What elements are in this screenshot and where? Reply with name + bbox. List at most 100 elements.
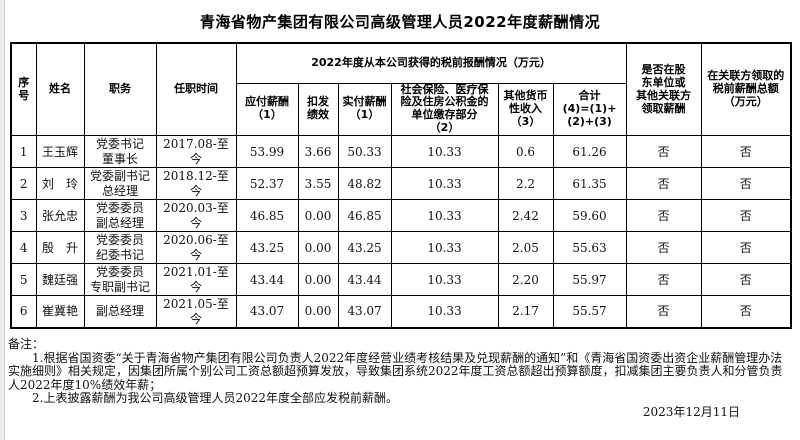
table-row: 6 崔冀艳 副总经理 2021.05-至今 43.07 0.00 43.07 1… [10,295,792,329]
cell-payable: 43.25 [235,231,299,265]
cell-tenure: 2020.03-至今 [155,199,237,233]
cell-shareholder: 否 [625,199,702,233]
cell-paid: 46.85 [337,199,392,233]
cell-paid: 48.82 [337,167,392,201]
header-total: 合计 (4)=(1)+ (2)+(3) [552,82,627,137]
cell-shareholder: 否 [625,295,702,329]
cell-total: 55.57 [552,295,627,329]
note-item-1: 1.根据省国资委“关于青海省物产集团有限公司负责人2022年度经营业绩考核结果及… [8,350,783,392]
cell-related-party: 否 [700,231,792,265]
cell-shareholder: 否 [625,135,702,169]
header-shareholder: 是否在股 东单位或 其他关联方 领取薪酬 [625,42,702,137]
cell-insurance: 10.33 [390,135,499,169]
cell-paid: 43.07 [337,295,392,329]
notes-label: 备注： [8,337,45,351]
cell-index: 1 [10,135,37,169]
cell-other-income: 2.17 [497,295,554,329]
cell-payable: 46.85 [235,199,299,233]
cell-position: 副总经理 [83,295,157,329]
header-related-party: 在关联方领取的 税前薪酬总额 （万元） [700,42,792,137]
cell-deducted: 0.00 [297,263,339,297]
cell-other-income: 0.6 [497,135,554,169]
cell-related-party: 否 [700,167,792,201]
cell-insurance: 10.33 [390,199,499,233]
cell-tenure: 2017.08-至今 [155,135,237,169]
cell-total: 61.26 [552,135,627,169]
cell-payable: 52.37 [235,167,299,201]
cell-tenure: 2018.12-至今 [155,167,237,201]
cell-shareholder: 否 [625,231,702,265]
cell-other-income: 2.05 [497,231,554,265]
cell-paid: 50.33 [337,135,392,169]
cell-name: 刘 玲 [35,167,85,201]
table-row: 1 王玉辉 党委书记 董事长 2017.08-至今 53.99 3.66 50.… [10,135,792,169]
cell-insurance: 10.33 [390,167,499,201]
cell-insurance: 10.33 [390,263,499,297]
note-item-2: 2.上表披露薪酬为我公司高级管理人员2022年度全部应发税前薪酬。 [32,391,398,405]
salary-table: 序 号 姓名 职务 任职时间 2022年度从本公司获得的税前报酬情况（万元） 是… [10,42,793,329]
cell-payable: 53.99 [235,135,299,169]
table-row: 5 魏廷强 党委委员 专职副书记 2021.01-至今 43.44 0.00 4… [10,263,792,297]
cell-payable: 43.07 [235,295,299,329]
cell-name: 殷 升 [35,231,85,265]
cell-shareholder: 否 [625,263,702,297]
cell-tenure: 2021.05-至今 [155,295,237,329]
cell-name: 张允忠 [35,199,85,233]
notes-section: 备注： 1.根据省国资委“关于青海省物产集团有限公司负责人2022年度经营业绩考… [8,337,794,406]
header-paid: 实付薪酬 （1） [337,82,392,137]
cell-position: 党委委员 专职副书记 [83,263,157,297]
cell-name: 魏廷强 [35,263,85,297]
table-header: 序 号 姓名 职务 任职时间 2022年度从本公司获得的税前报酬情况（万元） 是… [10,42,792,137]
cell-deducted: 0.00 [297,199,339,233]
cell-index: 6 [10,295,37,329]
header-position: 职务 [83,42,157,137]
cell-index: 2 [10,167,37,201]
cell-position: 党委委员 副总经理 [83,199,157,233]
table-row: 3 张允忠 党委委员 副总经理 2020.03-至今 46.85 0.00 46… [10,199,792,233]
header-other-income: 其他货币 性收入 （3） [497,82,554,137]
cell-shareholder: 否 [625,167,702,201]
cell-total: 55.63 [552,231,627,265]
page-edge-strip [0,0,5,440]
table-row: 2 刘 玲 党委副书记 总经理 2018.12-至今 52.37 3.55 48… [10,167,792,201]
date-stamp: 2023年12月11日 [642,405,740,419]
cell-index: 3 [10,199,37,233]
cell-other-income: 2.20 [497,263,554,297]
cell-position: 党委委员 纪委书记 [83,231,157,265]
cell-insurance: 10.33 [390,231,499,265]
header-name: 姓名 [35,42,85,137]
cell-deducted: 3.55 [297,167,339,201]
page-title: 青海省物产集团有限公司高级管理人员2022年度薪酬情况 [199,13,601,31]
header-index: 序 号 [10,42,37,137]
cell-total: 59.60 [552,199,627,233]
header-payable: 应付薪酬 （1） [235,82,299,137]
cell-deducted: 3.66 [297,135,339,169]
cell-index: 5 [10,263,37,297]
header-insurance: 社会保险、医疗保 险及住房公积金的 单位缴存部分 （2） [390,82,499,137]
cell-other-income: 2.42 [497,199,554,233]
header-group-pretax: 2022年度从本公司获得的税前报酬情况（万元） [235,42,627,84]
cell-position: 党委书记 董事长 [83,135,157,169]
cell-related-party: 否 [700,135,792,169]
cell-tenure: 2021.01-至今 [155,263,237,297]
cell-payable: 43.44 [235,263,299,297]
header-deducted: 扣发 绩效 [297,82,339,137]
cell-paid: 43.44 [337,263,392,297]
cell-related-party: 否 [700,263,792,297]
cell-total: 61.35 [552,167,627,201]
cell-index: 4 [10,231,37,265]
cell-deducted: 0.00 [297,231,339,265]
cell-paid: 43.25 [337,231,392,265]
cell-related-party: 否 [700,295,792,329]
cell-tenure: 2020.06-至今 [155,231,237,265]
cell-total: 55.97 [552,263,627,297]
cell-name: 崔冀艳 [35,295,85,329]
cell-insurance: 10.33 [390,295,499,329]
header-tenure: 任职时间 [155,42,237,137]
cell-related-party: 否 [700,199,792,233]
cell-deducted: 0.00 [297,295,339,329]
cell-name: 王玉辉 [35,135,85,169]
cell-position: 党委副书记 总经理 [83,167,157,201]
table-row: 4 殷 升 党委委员 纪委书记 2020.06-至今 43.25 0.00 43… [10,231,792,265]
